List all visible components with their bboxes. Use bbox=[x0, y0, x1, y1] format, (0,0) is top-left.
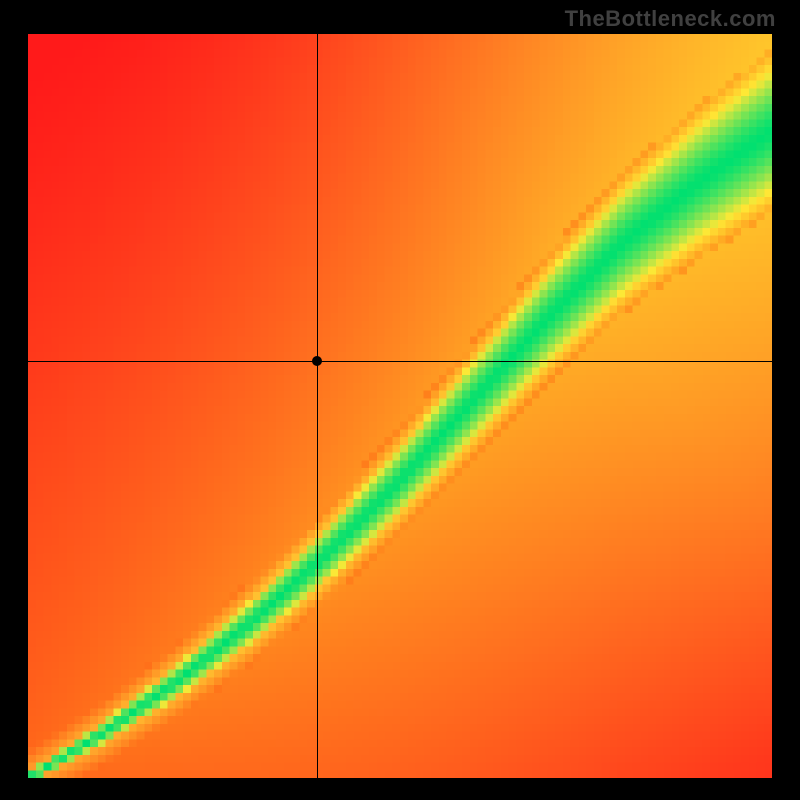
crosshair-horizontal bbox=[28, 361, 772, 362]
chart-container: TheBottleneck.com bbox=[0, 0, 800, 800]
heatmap-plot bbox=[28, 34, 772, 778]
data-point-marker bbox=[312, 356, 322, 366]
crosshair-vertical bbox=[317, 34, 318, 778]
heatmap-canvas bbox=[28, 34, 772, 778]
watermark-text: TheBottleneck.com bbox=[565, 6, 776, 32]
